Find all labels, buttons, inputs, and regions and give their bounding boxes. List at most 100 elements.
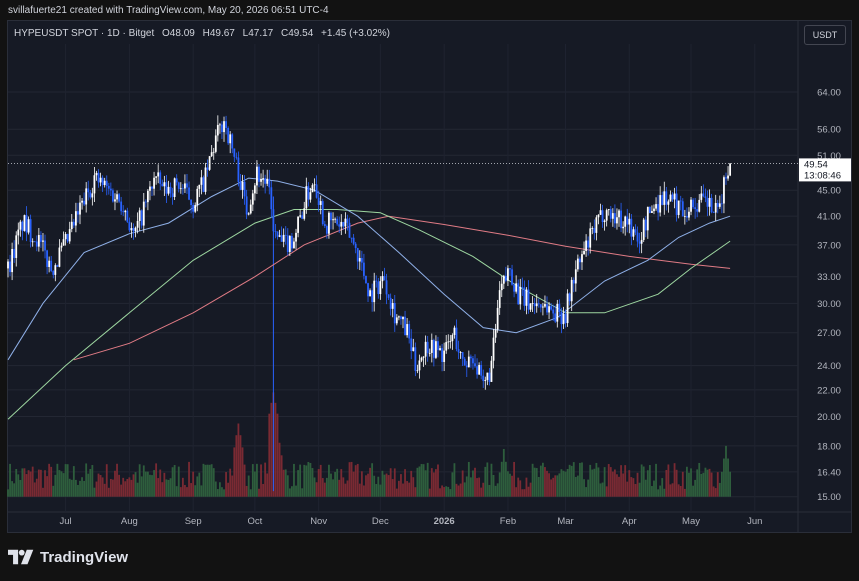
volume-bar xyxy=(142,465,145,497)
candle-body xyxy=(544,304,546,307)
volume-bar xyxy=(305,465,308,497)
volume-bar xyxy=(535,468,538,497)
volume-bar xyxy=(686,466,688,497)
volume-bar xyxy=(593,468,596,497)
candle-body xyxy=(344,218,347,227)
candle-body xyxy=(665,191,668,205)
candle-body xyxy=(33,241,36,243)
legend-low: L47.17 xyxy=(242,28,274,39)
candle-body xyxy=(523,287,526,306)
candle-body xyxy=(402,316,404,320)
volume-bar xyxy=(628,470,631,497)
candle-body xyxy=(25,215,28,233)
candle-body xyxy=(340,221,343,227)
volume-bar xyxy=(480,487,483,497)
candle-body xyxy=(437,341,439,351)
volume-bar xyxy=(144,471,147,497)
candle-body xyxy=(317,197,320,205)
candle-body xyxy=(480,364,483,376)
volume-bar xyxy=(622,473,625,497)
volume-bar xyxy=(295,485,297,497)
candle-body xyxy=(710,197,713,213)
volume-bar xyxy=(50,466,53,497)
volume-bar xyxy=(692,485,694,497)
candle-body xyxy=(375,280,378,282)
x-tick-label: Dec xyxy=(372,516,389,527)
candle-body xyxy=(681,201,684,217)
volume-bar xyxy=(37,469,40,497)
volume-bar xyxy=(714,488,717,497)
candle-body xyxy=(492,337,495,361)
candle-body xyxy=(640,239,643,244)
volume-bar xyxy=(720,471,723,497)
volume-bar xyxy=(539,465,542,497)
volume-bar xyxy=(328,464,330,497)
candle-body xyxy=(430,339,433,353)
candle-body xyxy=(114,199,116,202)
candle-body xyxy=(488,372,491,382)
volume-bar xyxy=(336,468,339,497)
volume-bar xyxy=(101,477,104,497)
volume-bar xyxy=(589,464,592,497)
volume-bar xyxy=(576,475,579,497)
volume-bar xyxy=(609,467,612,497)
volume-bar xyxy=(663,488,666,497)
candle-body xyxy=(350,237,353,239)
candle-body xyxy=(463,358,466,366)
volume-bar xyxy=(638,482,641,497)
candle-body xyxy=(105,180,108,186)
volume-bar xyxy=(33,482,36,497)
candle-body xyxy=(371,290,374,303)
candle-body xyxy=(671,194,674,200)
candle-body xyxy=(360,258,363,263)
volume-bar xyxy=(430,468,433,497)
volume-bar xyxy=(441,485,443,497)
candle-body xyxy=(142,201,145,226)
volume-bar xyxy=(58,470,61,497)
candle-body xyxy=(212,151,215,153)
candle-body xyxy=(729,163,732,176)
volume-bar xyxy=(500,461,503,497)
candle-body xyxy=(99,177,102,183)
candle-body xyxy=(27,219,30,233)
volume-bar xyxy=(696,469,699,497)
volume-bar xyxy=(533,467,536,497)
candle-body xyxy=(603,220,606,223)
volume-bar xyxy=(690,468,692,497)
candle-body xyxy=(188,187,190,200)
candle-body xyxy=(124,210,127,213)
candle-body xyxy=(210,152,213,157)
candle-body xyxy=(585,240,587,251)
volume-bar xyxy=(698,462,701,497)
volume-bar xyxy=(597,467,600,497)
currency-button[interactable]: USDT xyxy=(804,25,846,45)
volume-bar xyxy=(249,489,252,497)
volume-bar xyxy=(253,471,256,497)
candle-body xyxy=(225,121,227,128)
candle-body xyxy=(77,211,79,215)
candle-body xyxy=(15,235,18,258)
candle-body xyxy=(560,311,563,325)
volume-bar xyxy=(190,483,192,497)
volume-bar xyxy=(282,469,285,497)
volume-bar xyxy=(311,468,314,497)
candle-body xyxy=(416,370,419,372)
candle-body xyxy=(564,313,567,324)
volume-bar xyxy=(23,468,26,497)
candle-body xyxy=(97,172,100,183)
volume-bar xyxy=(408,482,411,497)
volume-bar xyxy=(354,465,357,497)
candle-body xyxy=(389,297,392,309)
legend-close: C49.54 xyxy=(281,28,314,39)
volume-bar xyxy=(562,470,565,497)
candle-body xyxy=(132,228,135,232)
volume-bar xyxy=(136,482,139,497)
volume-bar xyxy=(544,467,546,497)
volume-bar xyxy=(568,464,571,497)
candle-body xyxy=(472,358,474,364)
candle-body xyxy=(274,231,277,233)
volume-bar xyxy=(360,471,363,497)
volume-bar xyxy=(618,476,620,497)
footer-brand[interactable]: TradingView xyxy=(8,548,128,566)
